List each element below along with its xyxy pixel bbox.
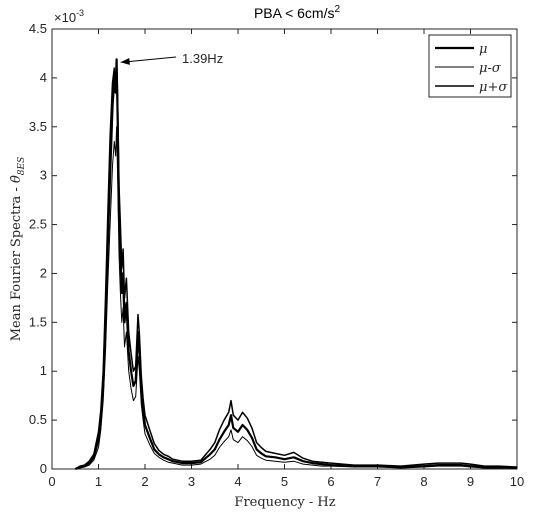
series-line-2 (75, 126, 517, 470)
legend-label-1: μ (479, 42, 487, 57)
series-lines (74, 58, 518, 471)
legend-label-3: μ+σ (479, 80, 508, 95)
x-tick-label: 6 (327, 474, 334, 489)
axis-ticks: 0 1 2 3 4 5 6 7 8 9 10 0 0.5 1 1.5 2 2.5 3 3.5 4 4.5 (29, 21, 524, 489)
chart-title: PBA < 6cm/s2 (254, 4, 341, 21)
legend: μ μ-σ μ+σ (428, 34, 512, 98)
annotation-label: 1.39Hz (182, 51, 223, 66)
x-tick-label: 9 (467, 474, 474, 489)
x-tick-label: 7 (374, 474, 381, 489)
y-tick-label: 2.5 (29, 217, 47, 232)
x-tick-label: 0 (48, 474, 55, 489)
x-axis-label: Frequency - Hz (234, 495, 335, 510)
y-tick-label: 3 (40, 168, 47, 183)
x-tick-label: 1 (95, 474, 102, 489)
y-tick-label: 1 (40, 363, 47, 378)
y-tick-label: 3.5 (29, 119, 47, 134)
y-tick-label: 0.5 (29, 412, 47, 427)
plot-area (51, 28, 518, 470)
y-exponent-label: ×10-3 (54, 8, 84, 25)
y-tick-label: 1.5 (29, 314, 47, 329)
x-tick-label: 4 (234, 474, 241, 489)
x-tick-label: 8 (420, 474, 427, 489)
x-tick-label: 2 (141, 474, 148, 489)
series-line-1 (74, 58, 518, 471)
x-tick-label: 5 (281, 474, 288, 489)
annotation-arrowhead (120, 57, 130, 65)
x-tick-label: 3 (188, 474, 195, 489)
peak-annotation: 1.39Hz (120, 51, 223, 66)
legend-label-2: μ-σ (479, 61, 502, 76)
y-tick-label: 0 (40, 461, 47, 476)
series-line-3 (74, 62, 518, 470)
annotation-arrow (120, 56, 177, 63)
x-tick-label: 10 (510, 474, 524, 489)
y-tick-label: 4 (40, 70, 47, 85)
y-tick-label: 2 (40, 265, 47, 280)
y-axis-label: Mean Fourier Spectra - θ̇8ES (9, 157, 27, 342)
y-tick-label: 4.5 (29, 21, 47, 36)
